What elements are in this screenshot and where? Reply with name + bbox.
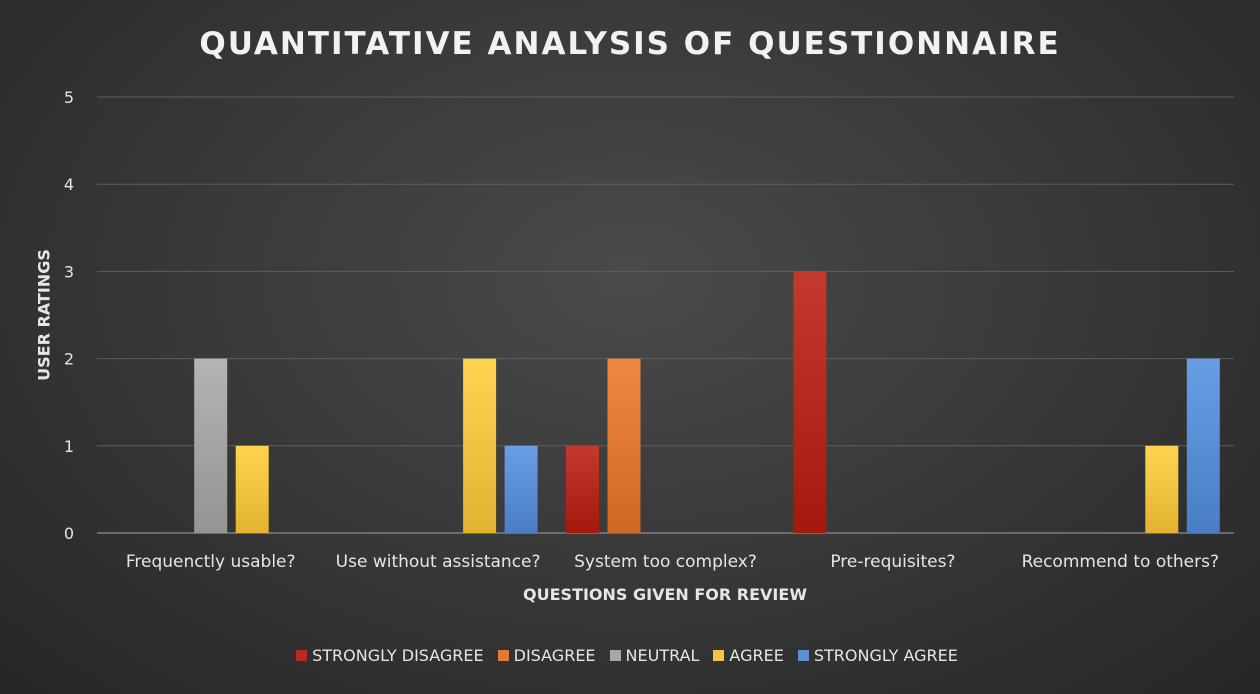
legend-swatch <box>609 650 621 661</box>
y-tick-label: 0 <box>64 524 74 543</box>
legend-swatch <box>296 650 308 661</box>
legend-swatch <box>797 650 809 661</box>
legend-label: STRONGLY DISAGREE <box>312 646 484 665</box>
bar <box>463 358 497 533</box>
y-tick-label: 3 <box>64 262 74 281</box>
legend-item: DISAGREE <box>497 646 596 665</box>
legend-item: STRONGLY AGREE <box>797 646 958 665</box>
x-axis-title: QUESTIONS GIVEN FOR REVIEW <box>523 585 807 604</box>
legend-swatch <box>497 650 509 661</box>
y-tick-label: 5 <box>64 88 74 107</box>
y-tick-label: 4 <box>64 175 74 194</box>
y-tick-label: 2 <box>64 350 74 369</box>
legend-item: STRONGLY DISAGREE <box>296 646 484 665</box>
chart-title: QUANTITATIVE ANALYSIS OF QUESTIONNAIRE <box>199 26 1061 62</box>
bar <box>194 358 228 533</box>
bar <box>235 445 269 533</box>
legend-item: NEUTRAL <box>609 646 700 665</box>
legend-label: DISAGREE <box>513 646 596 665</box>
bar <box>1145 445 1179 533</box>
bar <box>566 445 599 533</box>
legend-label: NEUTRAL <box>625 646 700 665</box>
x-tick-label: System too complex? <box>574 552 757 572</box>
x-tick-label: Use without assistance? <box>336 552 541 572</box>
bar <box>607 358 641 533</box>
legend: STRONGLY DISAGREE DISAGREE NEUTRAL AGREE STR… <box>0 646 1260 665</box>
x-tick-label: Frequenctly usable? <box>126 552 296 572</box>
legend-label: AGREE <box>729 646 784 665</box>
x-tick-label: Pre-requisites? <box>830 552 955 572</box>
bar <box>793 271 827 533</box>
y-tick-label: 1 <box>64 437 74 456</box>
x-tick-label: Recommend to others? <box>1022 552 1219 572</box>
legend-item: AGREE <box>713 646 784 665</box>
legend-label: STRONGLY AGREE <box>813 646 958 665</box>
bar <box>1186 358 1220 533</box>
bar <box>504 445 538 533</box>
legend-swatch <box>713 650 725 661</box>
